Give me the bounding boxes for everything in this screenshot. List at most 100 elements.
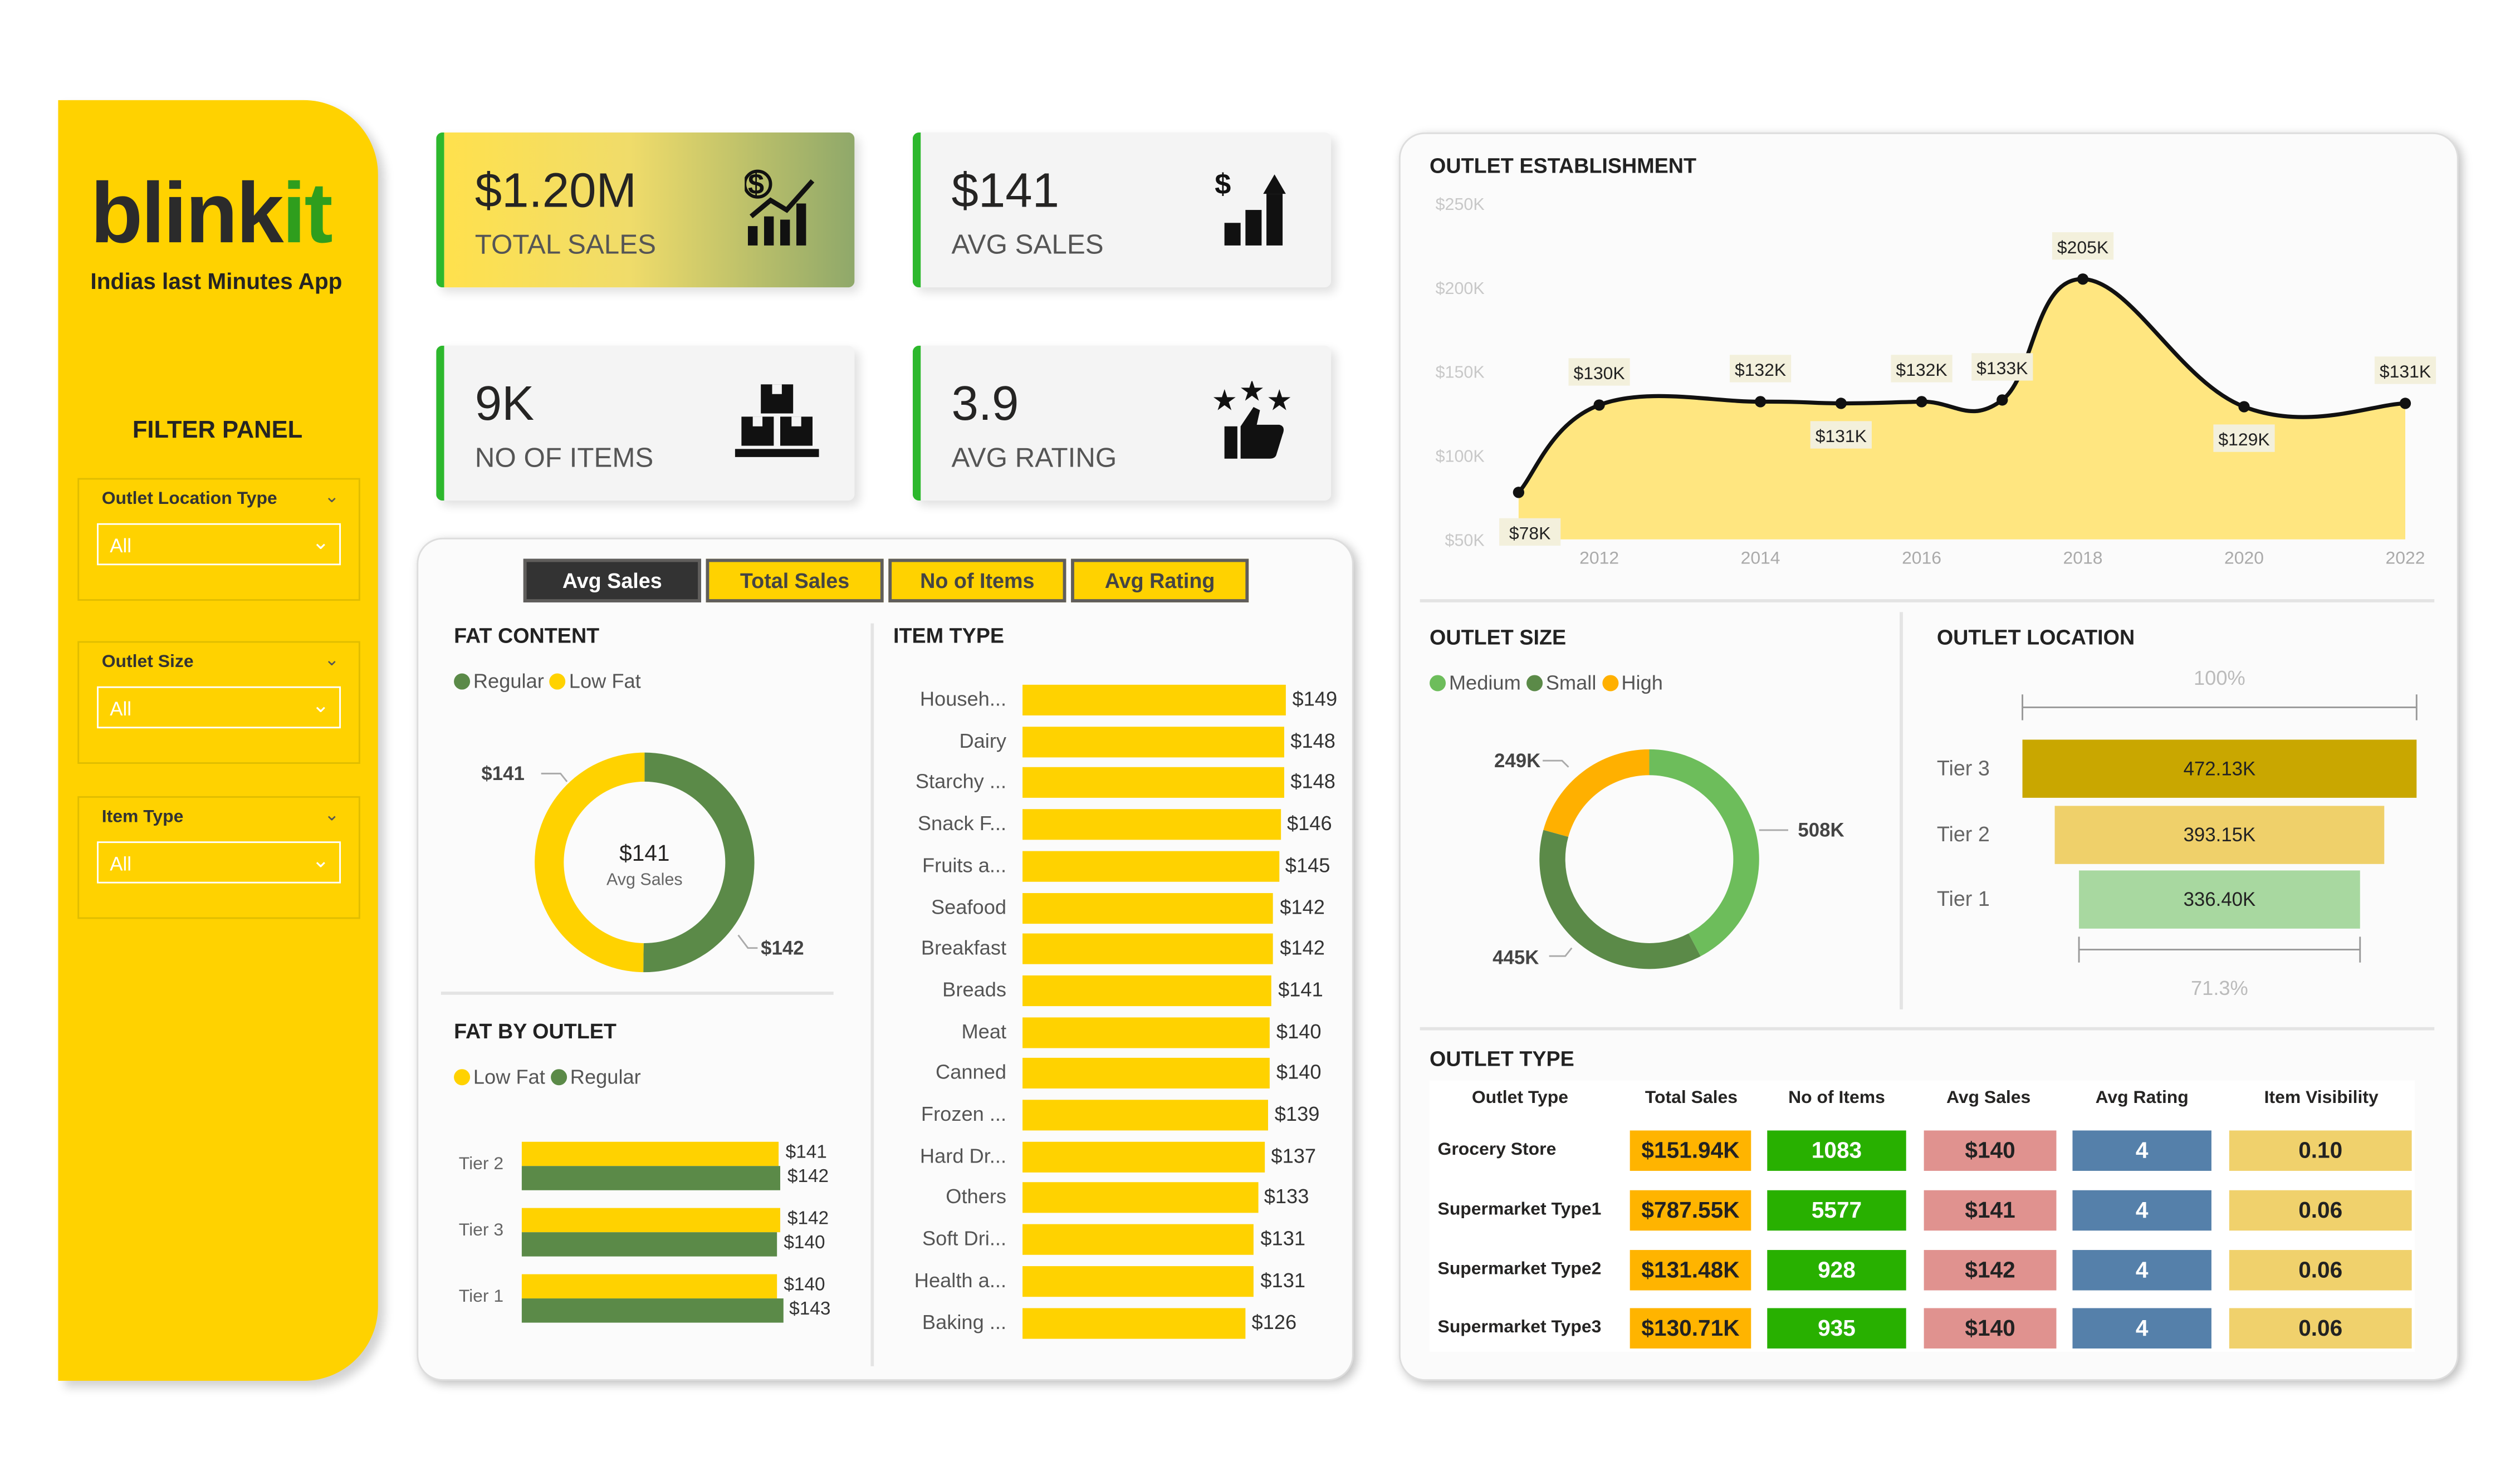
item-type-bar bbox=[1022, 851, 1279, 882]
outlet-size-title: OUTLET SIZE bbox=[1430, 625, 1567, 650]
chevron-down-icon[interactable]: ⌄ bbox=[324, 487, 340, 507]
table-cell: 4 bbox=[2072, 1190, 2211, 1230]
item-type-bar bbox=[1022, 934, 1274, 965]
data-label: $133K bbox=[1976, 358, 2028, 378]
donut-label-low-fat: $141 bbox=[481, 762, 525, 785]
chevron-down-icon[interactable]: ⌄ bbox=[324, 806, 340, 826]
donut-slice-regular[interactable] bbox=[643, 752, 755, 973]
blinkit-logo: blinkit bbox=[90, 166, 332, 262]
size-label-small: 445K bbox=[1493, 946, 1539, 969]
item-type-bar bbox=[1022, 1141, 1265, 1172]
tagline: Indias last Minutes App bbox=[90, 268, 342, 294]
data-label-bg bbox=[1971, 353, 2033, 381]
table-cell: 4 bbox=[2072, 1130, 2211, 1171]
tab-avg-sales[interactable]: Avg Sales bbox=[523, 558, 701, 602]
item-type-label: Canned bbox=[936, 1061, 1007, 1085]
category-panel: Avg Sales Total Sales No of Items Avg Ra… bbox=[417, 537, 1354, 1381]
data-point[interactable] bbox=[1916, 396, 1927, 408]
kpi-label: AVG SALES bbox=[951, 229, 1104, 260]
item-type-label: Starchy ... bbox=[915, 771, 1007, 794]
table-cell: 5577 bbox=[1767, 1190, 1906, 1230]
outlet-location-dropdown[interactable]: All ⌄ bbox=[97, 523, 341, 566]
data-point[interactable] bbox=[1513, 487, 1525, 498]
bar-value-label: $140 bbox=[1276, 1061, 1322, 1085]
table-cell: 0.10 bbox=[2229, 1130, 2412, 1171]
column-header: Total Sales bbox=[1645, 1088, 1738, 1108]
fat-by-outlet-legend: Low Fat Regular bbox=[454, 1066, 641, 1088]
table-cell: $140 bbox=[1924, 1308, 2057, 1350]
row-outlet-type: Grocery Store bbox=[1437, 1140, 1557, 1160]
table-cell: 935 bbox=[1767, 1308, 1906, 1350]
filter-sidebar: blinkit Indias last Minutes App FILTER P… bbox=[58, 100, 378, 1381]
item-type-bar bbox=[1022, 1266, 1254, 1297]
svg-text:★: ★ bbox=[1266, 385, 1293, 417]
x-tick-label: 2022 bbox=[2386, 547, 2425, 567]
tab-avg-rating[interactable]: Avg Rating bbox=[1071, 558, 1249, 602]
row-outlet-type: Supermarket Type1 bbox=[1437, 1199, 1602, 1219]
data-point[interactable] bbox=[1997, 394, 2008, 406]
bar-low-fat bbox=[521, 1274, 777, 1299]
legend-label: Low Fat bbox=[569, 670, 641, 693]
outlet-tier-label: Tier 3 bbox=[458, 1220, 504, 1240]
table-cell: $130.71K bbox=[1630, 1308, 1751, 1350]
funnel-bottom-percent: 71.3% bbox=[2190, 977, 2248, 1000]
data-label-bg bbox=[1729, 355, 1792, 383]
item-type-bar bbox=[1022, 684, 1286, 715]
item-type-label: Baking ... bbox=[922, 1310, 1007, 1333]
fat-content-donut bbox=[535, 752, 755, 973]
bar-value-label: $145 bbox=[1285, 854, 1330, 877]
data-point[interactable] bbox=[1754, 396, 1767, 408]
chevron-down-icon: ⌄ bbox=[312, 847, 330, 872]
legend-dot bbox=[1526, 675, 1543, 692]
funnel-bar: 393.15K bbox=[2054, 806, 2385, 864]
item-type-label: Meat bbox=[961, 1020, 1007, 1043]
donut-slice-medium[interactable] bbox=[1649, 749, 1759, 957]
size-label-medium: 508K bbox=[1798, 818, 1844, 842]
growth-chart-icon: $ bbox=[1215, 168, 1286, 246]
data-point[interactable] bbox=[1835, 398, 1847, 409]
outlet-location-title: OUTLET LOCATION bbox=[1936, 625, 2135, 650]
y-tick-label: $250K bbox=[1436, 195, 1485, 214]
sales-line bbox=[1517, 277, 2406, 494]
kpi-label: AVG RATING bbox=[951, 442, 1117, 473]
item-type-dropdown[interactable]: All ⌄ bbox=[97, 841, 341, 884]
donut-slice-high[interactable] bbox=[1543, 749, 1650, 837]
data-label-bg bbox=[1568, 358, 1630, 386]
bar-regular bbox=[521, 1166, 781, 1190]
filter-outlet-size: Outlet Size ⌄ All ⌄ bbox=[77, 641, 360, 764]
chevron-down-icon[interactable]: ⌄ bbox=[324, 650, 340, 670]
data-label-bg bbox=[2374, 356, 2436, 384]
funnel-top-percent: 100% bbox=[2194, 666, 2245, 690]
item-type-label: Househ... bbox=[919, 688, 1007, 711]
funnel-tier-label: Tier 3 bbox=[1936, 756, 1990, 780]
item-type-bar bbox=[1022, 1017, 1270, 1048]
table-cell: $151.94K bbox=[1630, 1130, 1751, 1171]
donut-slice-low-fat[interactable] bbox=[535, 752, 645, 973]
dropdown-value: All bbox=[110, 698, 131, 720]
kpi-value: $1.20M bbox=[474, 164, 637, 218]
legend-label: Low Fat bbox=[473, 1066, 545, 1089]
data-label: $129K bbox=[2218, 429, 2269, 449]
donut-slice-small[interactable] bbox=[1539, 830, 1701, 969]
filter-outlet-location-type: Outlet Location Type ⌄ All ⌄ bbox=[77, 478, 360, 601]
fat-content-title: FAT CONTENT bbox=[454, 623, 600, 648]
item-type-label: Health a... bbox=[914, 1269, 1007, 1292]
bar-value-label: $149 bbox=[1292, 688, 1338, 711]
size-label-high: 249K bbox=[1494, 749, 1541, 772]
data-point[interactable] bbox=[1593, 399, 1605, 411]
data-label-bg bbox=[2213, 424, 2275, 452]
item-type-label: Others bbox=[946, 1186, 1007, 1209]
bar-value-label: $139 bbox=[1274, 1103, 1320, 1126]
data-point[interactable] bbox=[2399, 398, 2411, 409]
outlet-establishment-chart: $50K $100K $150K $200K $250K 2012 2014 2016 2018… bbox=[1436, 195, 2436, 567]
tab-total-sales[interactable]: Total Sales bbox=[706, 558, 884, 602]
tab-no-of-items[interactable]: No of Items bbox=[888, 558, 1066, 602]
bar-regular bbox=[521, 1298, 783, 1323]
data-point[interactable] bbox=[2238, 401, 2250, 413]
sales-chart-icon: $ bbox=[745, 168, 815, 246]
outlet-size-dropdown[interactable]: All ⌄ bbox=[97, 686, 341, 729]
x-tick-label: 2016 bbox=[1902, 547, 1941, 567]
svg-text:★: ★ bbox=[1239, 381, 1265, 408]
data-point[interactable] bbox=[2077, 273, 2089, 285]
bar-value-label: $142 bbox=[787, 1209, 829, 1229]
